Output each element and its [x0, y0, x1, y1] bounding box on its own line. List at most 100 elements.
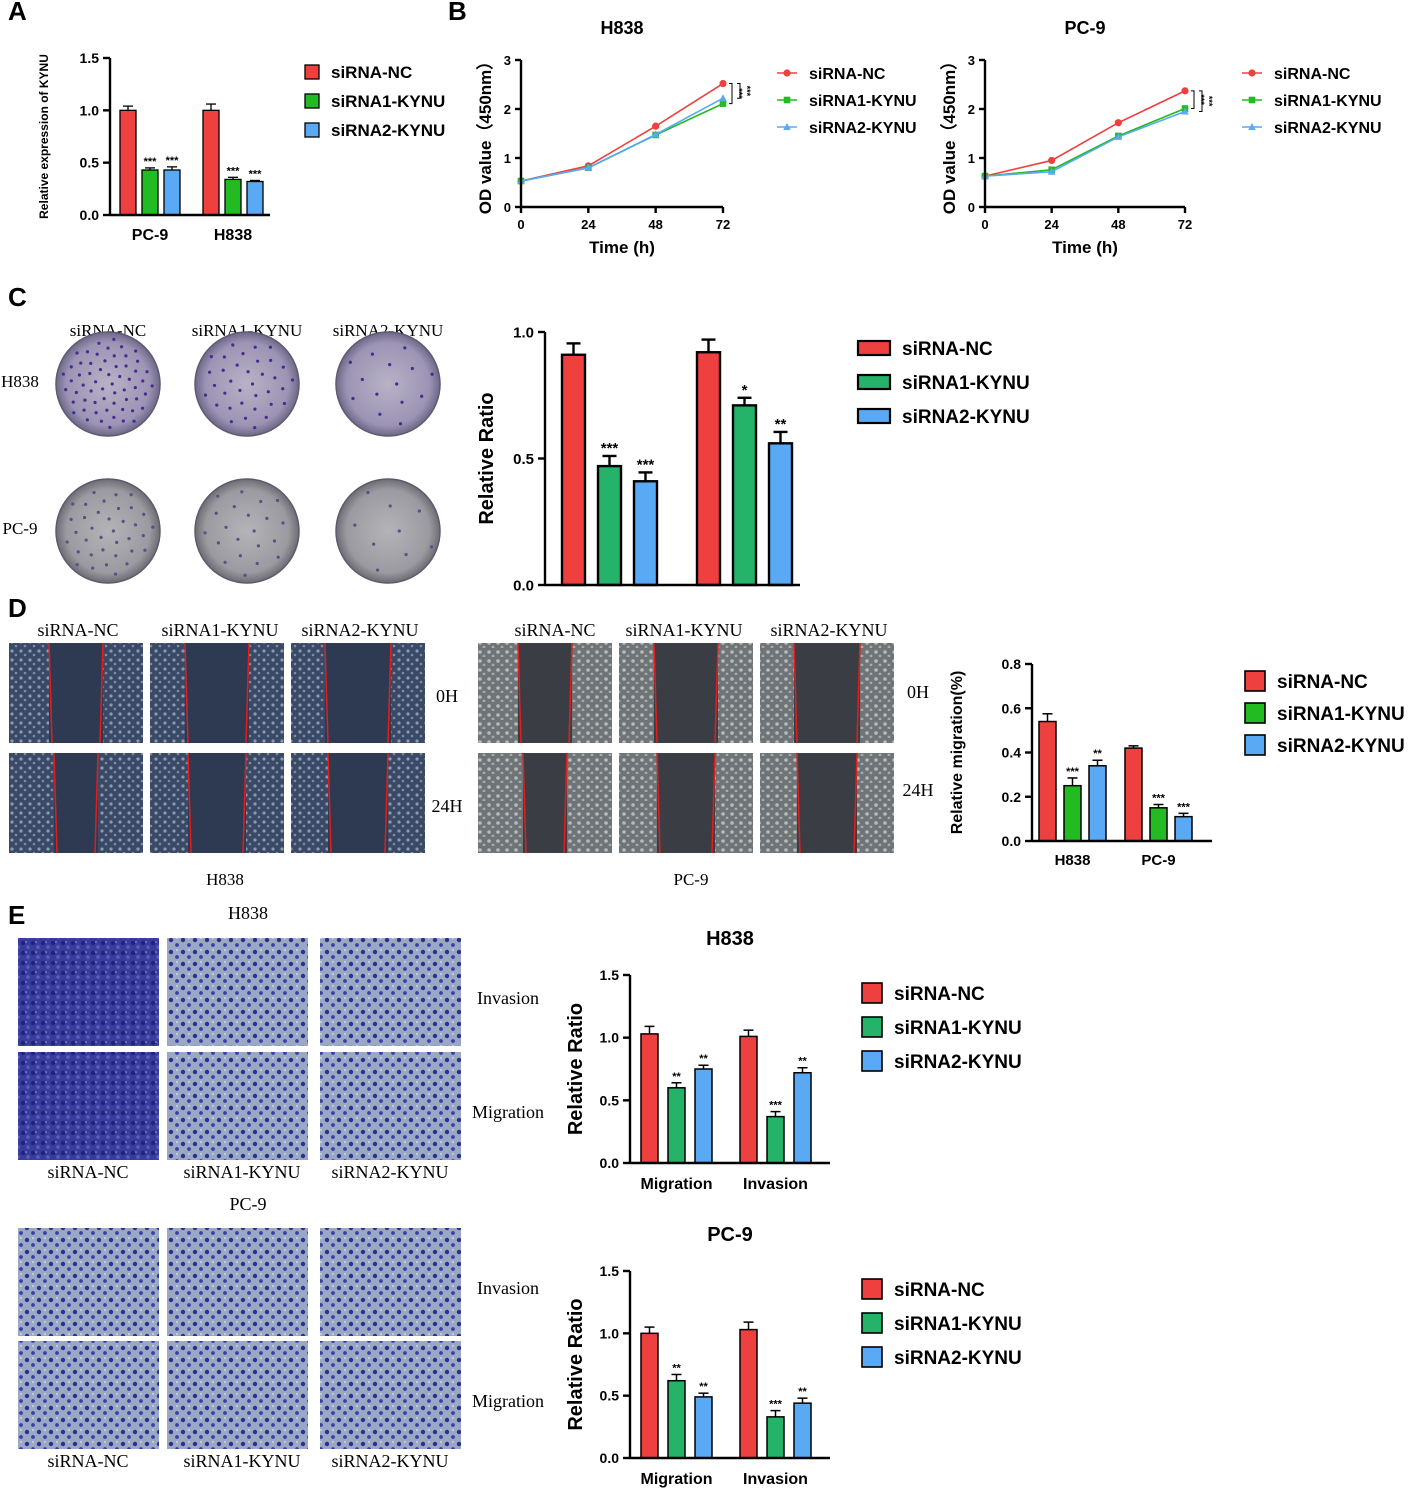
image-row-label: H838: [1, 372, 39, 391]
colony-dot: [124, 364, 128, 368]
colony-dot: [83, 398, 87, 402]
x-axis-label: Time (h): [589, 238, 655, 257]
x-tick-label: Invasion: [743, 1176, 808, 1193]
colony-dot: [101, 548, 105, 552]
colony-dot: [222, 355, 226, 359]
colony-dot: [85, 350, 90, 354]
image-column-label: siRNA2-KYNU: [332, 1451, 449, 1471]
image-group-label: PC-9: [674, 870, 709, 889]
colony-dot: [238, 554, 242, 558]
significance-bracket: [1191, 90, 1195, 110]
colony-dot: [92, 490, 96, 495]
colony-dot: [224, 525, 228, 529]
scratch-gap: [657, 753, 715, 853]
colony-dot: [74, 390, 78, 395]
colony-dot: [252, 529, 256, 533]
x-tick-label: 0: [981, 217, 988, 232]
scratch-edge-line: [48, 642, 53, 744]
timepoint-label: 24H: [432, 796, 463, 816]
colony-dot: [256, 359, 260, 363]
colony-dot: [253, 426, 257, 430]
bar: [560, 353, 587, 587]
bar: [640, 1033, 659, 1164]
legend-marker: [783, 123, 791, 130]
colony-dot: [275, 498, 280, 503]
y-tick-label: 1.5: [80, 50, 100, 66]
colony-dot: [203, 393, 208, 397]
transwell-image: [18, 1228, 159, 1336]
legend-swatch: [861, 1278, 883, 1300]
y-axis-label: Relative Ratio: [565, 1298, 587, 1430]
y-tick-label: 2: [504, 102, 511, 117]
significance-label: ***: [1204, 96, 1214, 107]
colony-dot: [124, 397, 129, 402]
colony-dish-image: [55, 478, 161, 584]
significance-label: ***: [637, 456, 655, 473]
chart-b1: ****** 0 24 48 72 0 1 2 3 Time (h) OD value（450nm）…: [475, 18, 752, 257]
x-tick-label: PC-9: [1141, 852, 1175, 869]
timepoint-label: 0H: [436, 686, 458, 706]
bar: [766, 1115, 785, 1164]
chart-a: *** *** PC-9 *** *** H838 0.0 0.5 1.0 1.5 Relative…: [37, 50, 270, 244]
y-tick-label: 0.2: [1002, 789, 1022, 805]
legend-swatch: [856, 373, 892, 391]
legend-label: siRNA2-KYNU: [1274, 120, 1382, 137]
colony-dot: [90, 526, 94, 530]
y-tick-label: 1.0: [80, 102, 100, 118]
scratch-gap: [523, 753, 567, 853]
colony-dot: [91, 566, 95, 570]
y-tick-label: 0: [504, 200, 511, 215]
colony-dot: [150, 384, 154, 388]
y-tick-label: 1: [504, 151, 511, 166]
significance-label: **: [1093, 748, 1102, 760]
colony-dot: [243, 416, 248, 420]
colony-dot: [88, 371, 92, 376]
significance-label: ***: [601, 440, 619, 457]
y-tick-label: 0.0: [600, 1450, 620, 1466]
x-tick-label: Invasion: [743, 1471, 808, 1488]
colony-dot: [378, 412, 382, 416]
scratch-edge-line: [711, 752, 716, 854]
colony-dish-image: [335, 478, 441, 584]
colony-dot: [141, 534, 145, 538]
bar: [640, 1332, 659, 1459]
colony-dot: [129, 506, 133, 510]
legend-marker: [1248, 123, 1256, 130]
colony-dot: [260, 372, 264, 376]
x-tick-label: 0: [517, 217, 524, 232]
scratch-edge-line: [796, 752, 801, 854]
y-tick-label: 0.6: [1002, 700, 1022, 716]
scratch-edge-line: [327, 752, 332, 854]
colony-dot: [113, 572, 118, 576]
colony-dot: [403, 346, 407, 350]
image-column-label: siRNA1-KYNU: [184, 1451, 301, 1471]
colony-dot: [82, 408, 86, 412]
data-point: [719, 79, 727, 88]
significance-label: ***: [1152, 792, 1166, 804]
colony-dot: [417, 509, 421, 513]
image-row-label: Migration: [472, 1391, 544, 1411]
bar: [694, 1396, 713, 1459]
bar: [119, 109, 137, 216]
colony-dot: [372, 542, 376, 546]
legend-label: siRNA2-KYNU: [894, 1052, 1022, 1073]
scratch-edge-line: [793, 642, 798, 744]
data-point: [1048, 156, 1056, 165]
data-point: [719, 94, 727, 102]
colony-dot: [97, 341, 101, 345]
significance-label: ***: [734, 88, 744, 99]
colony-dish-image: [194, 478, 300, 584]
significance-label: ***: [227, 165, 241, 177]
colony-dot: [353, 523, 357, 527]
bar: [1149, 807, 1168, 842]
colony-dot: [121, 419, 125, 423]
y-tick-label: 0.0: [1002, 833, 1022, 849]
y-axis-label: Relative migration(%): [949, 671, 966, 835]
scratch-gap: [188, 753, 246, 853]
chart-e2: ****Migration*****Invasion0.00.51.01.5Re…: [565, 1224, 830, 1488]
colony-dot: [142, 512, 146, 516]
colony-dot: [282, 401, 287, 406]
colony-dot: [241, 352, 245, 356]
legend-label: siRNA1-KYNU: [1277, 704, 1405, 725]
image-row-label: Invasion: [477, 988, 539, 1008]
